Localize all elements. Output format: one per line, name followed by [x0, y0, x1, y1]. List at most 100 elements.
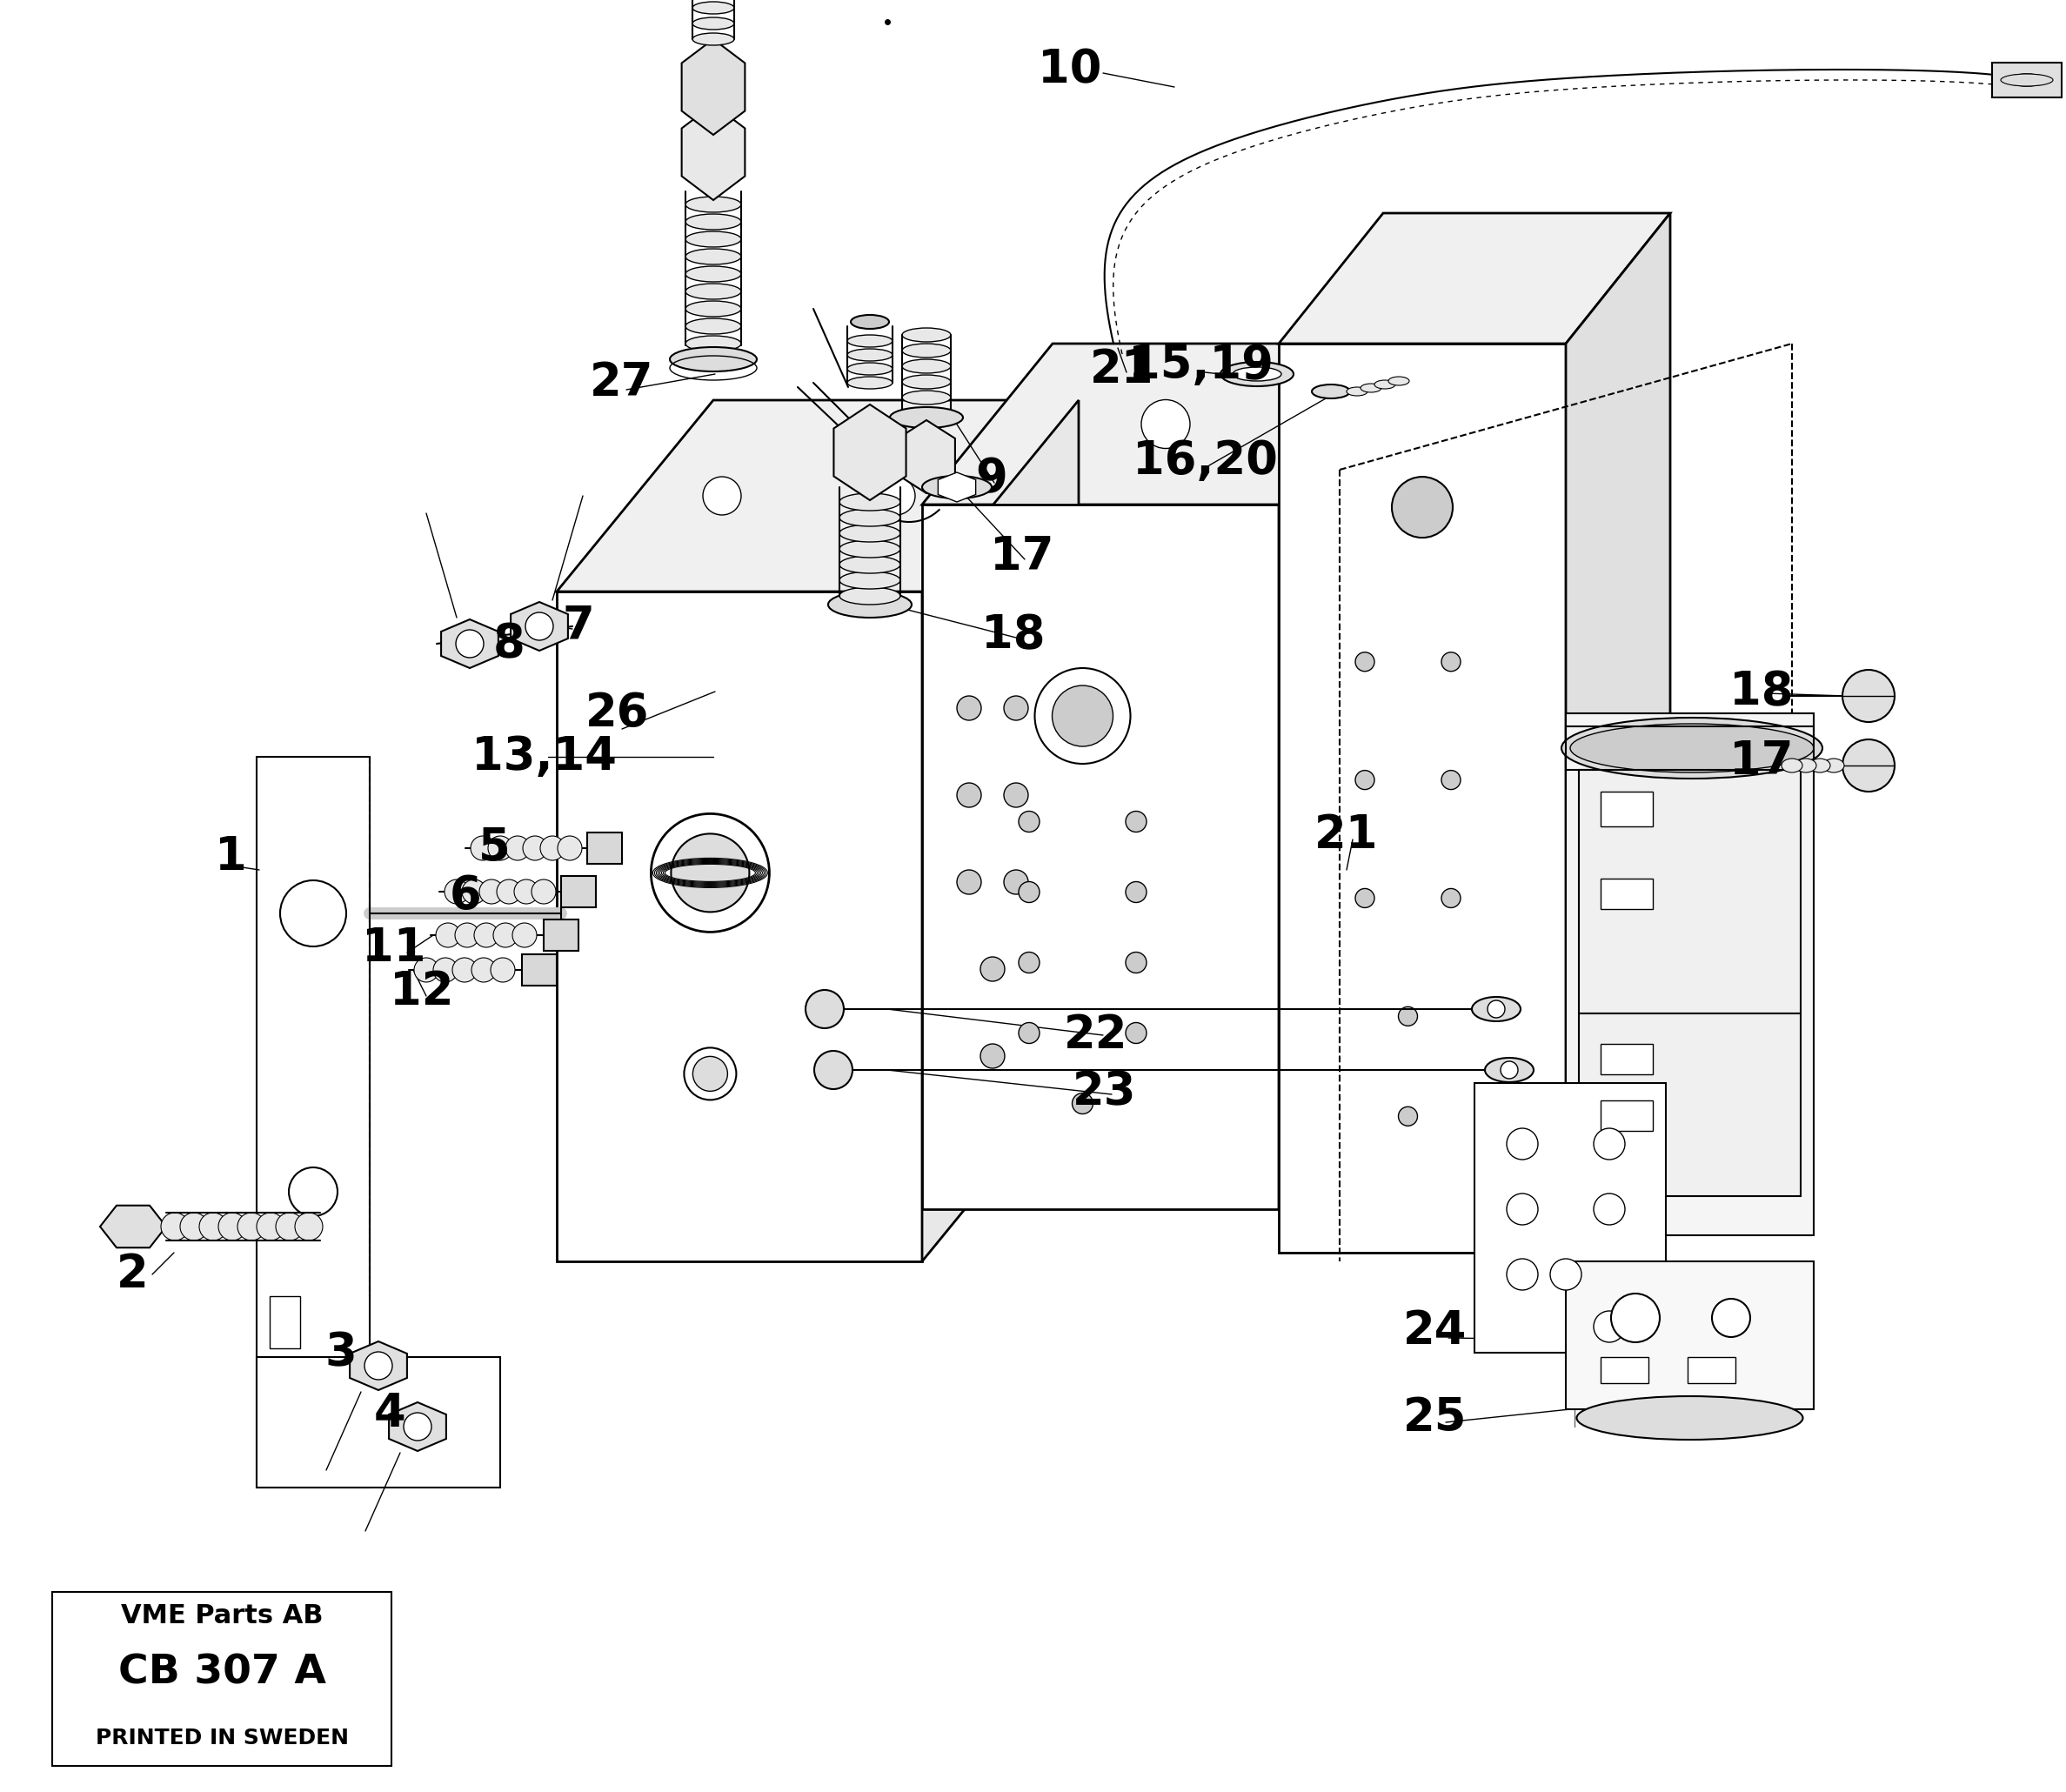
Circle shape [1019, 952, 1039, 973]
Bar [271, 1296, 300, 1348]
Circle shape [1611, 1294, 1659, 1342]
Ellipse shape [839, 525, 901, 541]
Circle shape [1713, 1299, 1750, 1337]
Circle shape [692, 1057, 727, 1091]
Text: 15,19: 15,19 [1128, 342, 1273, 389]
Circle shape [1140, 400, 1190, 448]
Circle shape [1126, 952, 1147, 973]
Ellipse shape [463, 880, 486, 903]
Polygon shape [256, 756, 370, 1487]
Circle shape [981, 1045, 1004, 1068]
Text: 4: 4 [374, 1391, 405, 1435]
Text: 5: 5 [477, 826, 510, 871]
Circle shape [1442, 771, 1461, 790]
Ellipse shape [496, 880, 521, 903]
Ellipse shape [839, 539, 901, 557]
Ellipse shape [1233, 367, 1281, 382]
Ellipse shape [488, 837, 512, 860]
Bar [562, 876, 595, 907]
Circle shape [1843, 670, 1895, 722]
Ellipse shape [471, 957, 496, 982]
Ellipse shape [198, 1213, 227, 1240]
Ellipse shape [473, 923, 498, 948]
Text: 17: 17 [990, 534, 1054, 579]
Ellipse shape [1576, 1396, 1804, 1439]
Ellipse shape [686, 267, 742, 281]
Bar [52, 1591, 390, 1765]
Circle shape [1593, 1129, 1626, 1159]
Bar [1566, 1262, 1814, 1409]
Circle shape [1500, 1061, 1519, 1079]
Text: 17: 17 [1729, 738, 1793, 783]
Ellipse shape [238, 1213, 264, 1240]
Ellipse shape [558, 837, 583, 860]
Ellipse shape [436, 923, 461, 948]
Polygon shape [921, 400, 1078, 1262]
Ellipse shape [839, 493, 901, 511]
Circle shape [1442, 652, 1461, 672]
Circle shape [1550, 1258, 1580, 1290]
Ellipse shape [1347, 387, 1368, 396]
Ellipse shape [452, 957, 477, 982]
Ellipse shape [1471, 996, 1521, 1021]
Circle shape [289, 1167, 337, 1217]
Polygon shape [556, 591, 921, 1262]
Circle shape [981, 957, 1004, 982]
Ellipse shape [686, 335, 742, 351]
Text: VME Parts AB: VME Parts AB [120, 1604, 322, 1629]
Text: 22: 22 [1064, 1012, 1128, 1057]
Ellipse shape [295, 1213, 322, 1240]
Ellipse shape [686, 213, 742, 229]
Polygon shape [938, 473, 975, 502]
Ellipse shape [2006, 73, 2049, 86]
Circle shape [1355, 771, 1374, 790]
Ellipse shape [806, 989, 843, 1029]
Circle shape [957, 695, 981, 720]
Polygon shape [510, 602, 568, 650]
Ellipse shape [692, 2, 733, 14]
Circle shape [364, 1351, 393, 1380]
Bar [1566, 726, 1814, 771]
Bar [523, 955, 556, 986]
Ellipse shape [471, 837, 496, 860]
Text: 24: 24 [1403, 1308, 1467, 1353]
Ellipse shape [692, 18, 733, 30]
Text: 9: 9 [975, 455, 1008, 502]
Ellipse shape [890, 407, 963, 428]
Ellipse shape [686, 249, 742, 265]
Circle shape [457, 629, 483, 658]
Ellipse shape [180, 1213, 209, 1240]
Polygon shape [1566, 213, 1669, 1253]
Text: 1: 1 [215, 835, 246, 880]
Ellipse shape [1361, 383, 1382, 392]
Ellipse shape [851, 315, 888, 328]
Circle shape [671, 833, 750, 912]
Ellipse shape [686, 319, 742, 333]
Ellipse shape [1824, 758, 1845, 772]
Ellipse shape [161, 1213, 188, 1240]
Text: PRINTED IN SWEDEN: PRINTED IN SWEDEN [95, 1727, 349, 1749]
Circle shape [1052, 686, 1114, 747]
Circle shape [1126, 1023, 1147, 1043]
Polygon shape [921, 505, 1279, 1210]
Ellipse shape [219, 1213, 246, 1240]
Text: CB 307 A: CB 307 A [118, 1654, 326, 1692]
Polygon shape [1279, 344, 1409, 1210]
Text: 26: 26 [585, 690, 649, 737]
Ellipse shape [921, 477, 992, 498]
Ellipse shape [828, 591, 911, 618]
Bar [1601, 1357, 1649, 1383]
Bar [1601, 1100, 1653, 1131]
Bar [1992, 63, 2062, 97]
Ellipse shape [839, 572, 901, 590]
Text: 10: 10 [1037, 47, 1101, 91]
Bar [587, 833, 622, 864]
Bar [1688, 1357, 1735, 1383]
Circle shape [525, 613, 554, 640]
Ellipse shape [686, 283, 742, 299]
Text: 7: 7 [562, 604, 595, 649]
Bar [1566, 713, 1814, 1235]
Ellipse shape [1374, 380, 1395, 389]
Circle shape [403, 1412, 432, 1441]
Text: 12: 12 [390, 969, 455, 1014]
